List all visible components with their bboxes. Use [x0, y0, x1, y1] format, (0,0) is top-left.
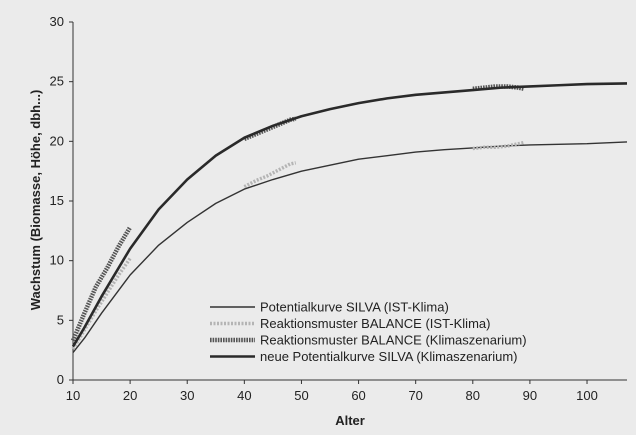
tick-labels: 0 5 10 15 20 25 30 10 20 30 40 50 60 70 80 90 100: [50, 14, 598, 403]
y-tick-label: 0: [57, 372, 64, 387]
y-tick-label: 5: [57, 312, 64, 327]
axes: [69, 21, 627, 384]
plot-area: [70, 82, 628, 353]
series-line: [71, 82, 628, 348]
series-line: [243, 161, 297, 189]
legend-label: Reaktionsmuster BALANCE (IST-Klima): [260, 316, 490, 331]
x-tick-label: 50: [294, 388, 308, 403]
y-axis-title: Wachstum (Biomasse, Höhe, dbh...): [28, 90, 43, 311]
series-0: [72, 141, 628, 353]
x-tick-label: 10: [66, 388, 80, 403]
x-tick-label: 90: [523, 388, 537, 403]
y-tick-label: 20: [50, 133, 64, 148]
x-tick-label: 40: [237, 388, 251, 403]
y-tick-label: 10: [50, 253, 64, 268]
x-tick-label: 20: [123, 388, 137, 403]
x-tick-label: 100: [576, 388, 598, 403]
x-axis-title: Alter: [335, 413, 365, 428]
y-tick-label: 25: [50, 74, 64, 89]
legend-label: neue Potentialkurve SILVA (Klimaszenariu…: [260, 349, 517, 364]
legend-label: Potentialkurve SILVA (IST-Klima): [260, 300, 449, 315]
x-tick-label: 60: [351, 388, 365, 403]
series-line: [72, 141, 628, 353]
legend: Potentialkurve SILVA (IST-Klima)Reaktion…: [210, 300, 527, 364]
x-tick-label: 80: [466, 388, 480, 403]
x-tick-label: 30: [180, 388, 194, 403]
series-line: [70, 226, 133, 342]
series-line: [71, 257, 132, 350]
y-tick-label: 30: [50, 14, 64, 29]
series-line: [472, 140, 525, 151]
legend-label: Reaktionsmuster BALANCE (Klimaszenarium): [260, 333, 527, 348]
x-tick-label: 70: [408, 388, 422, 403]
series-3: [71, 82, 628, 348]
y-tick-label: 15: [50, 193, 64, 208]
